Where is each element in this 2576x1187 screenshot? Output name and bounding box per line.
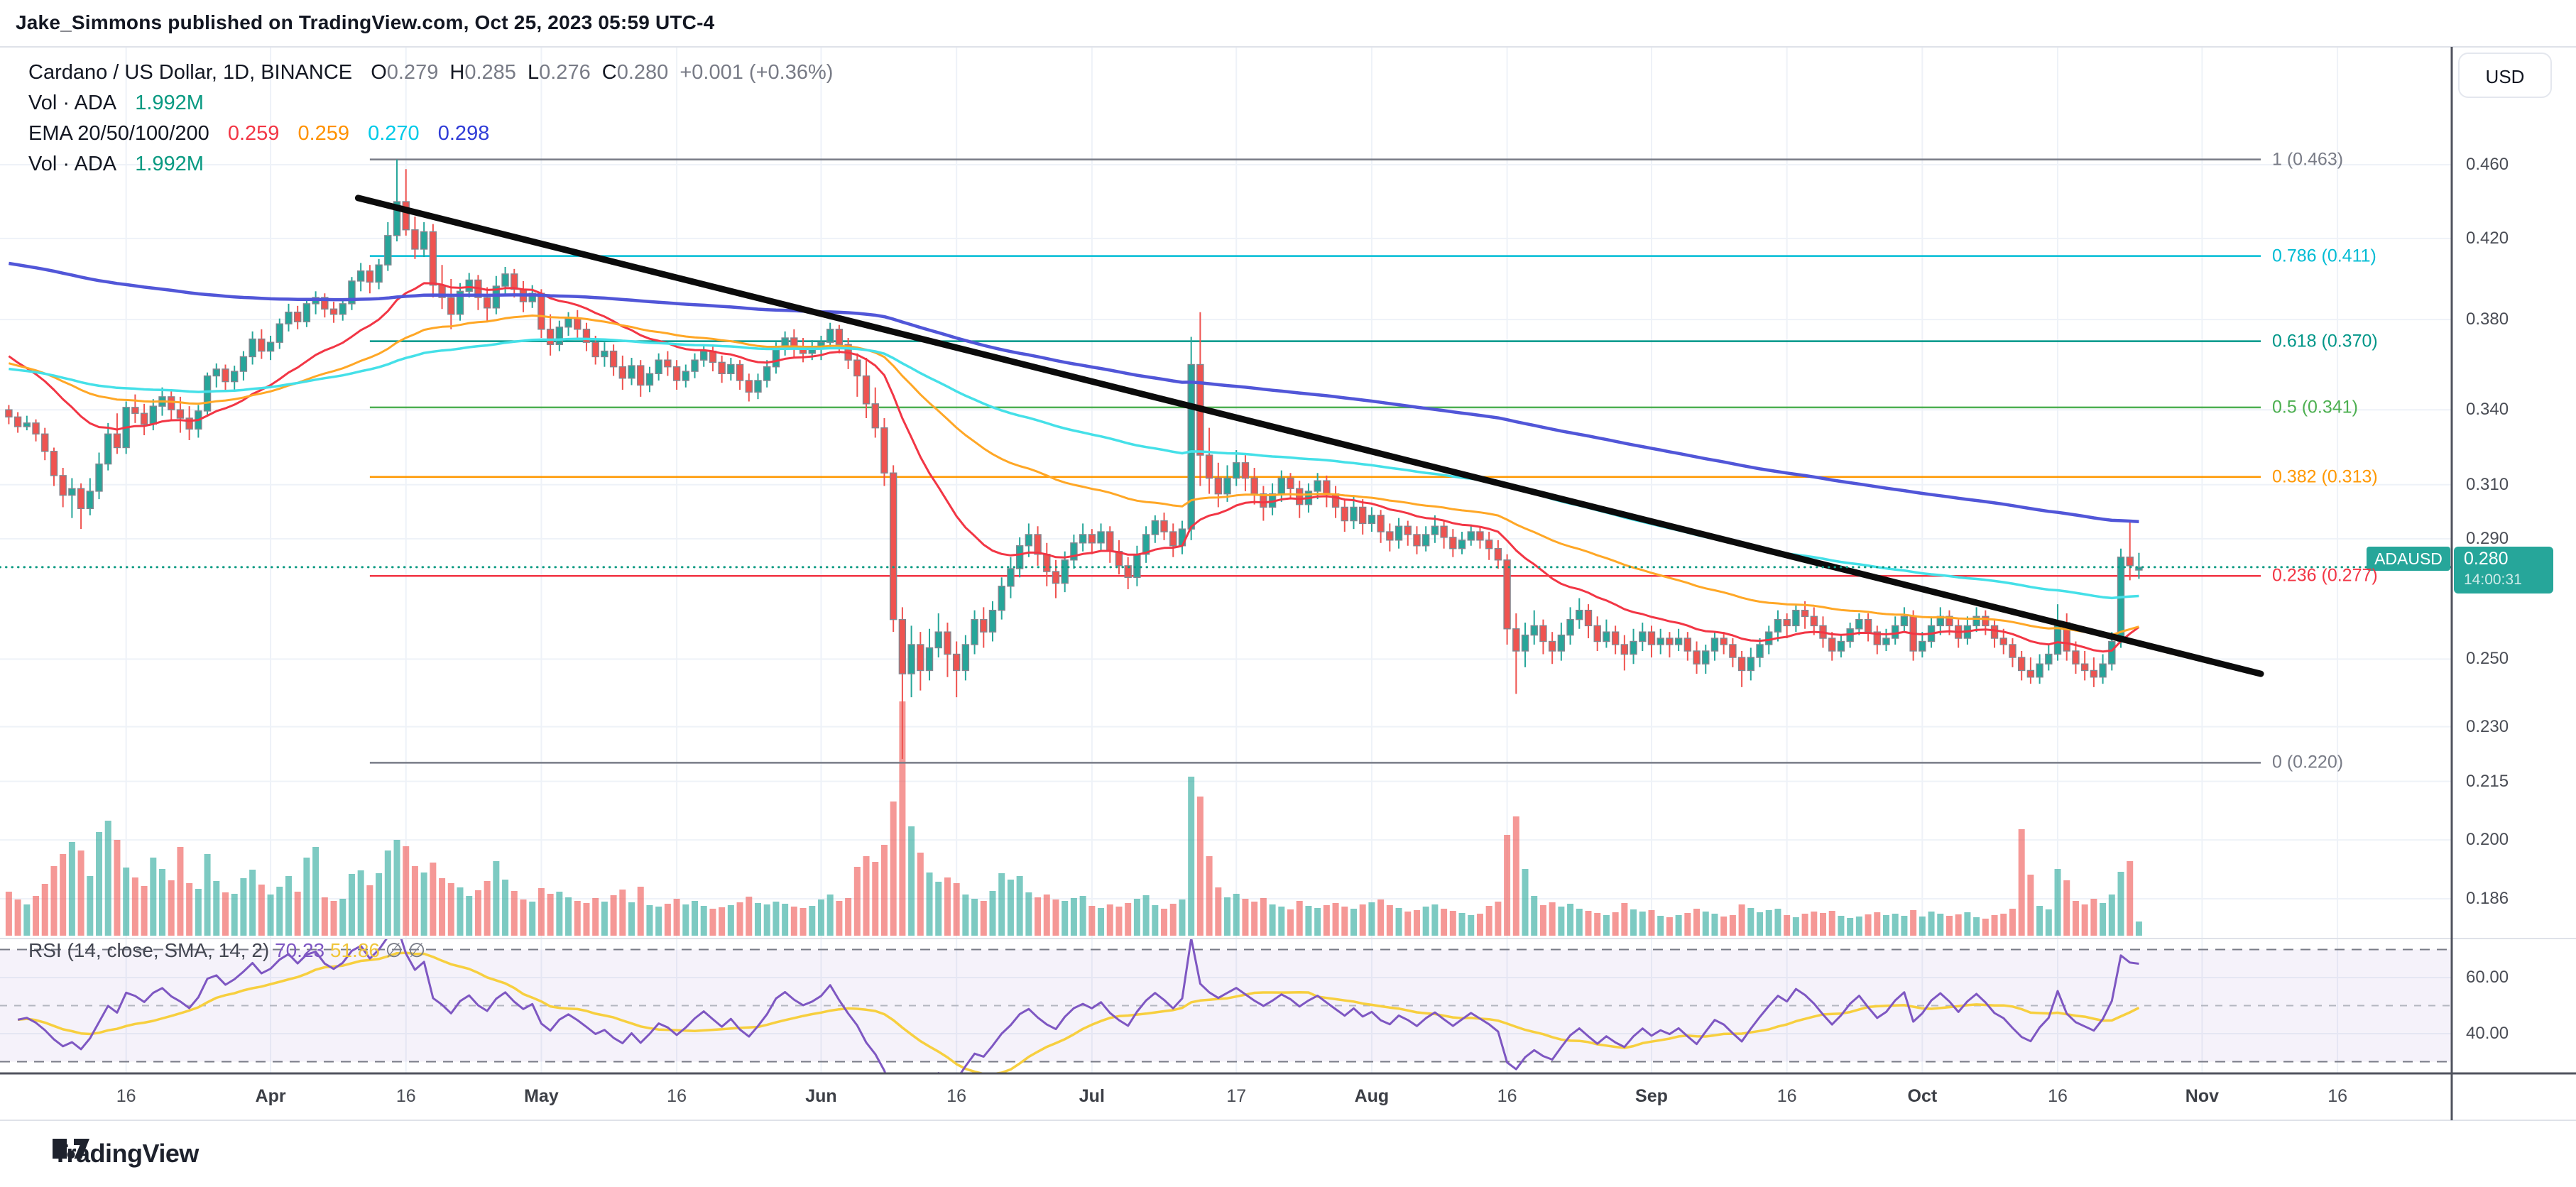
ema-legend-row[interactable]: EMA 20/50/100/200 0.259 0.259 0.270 0.29… xyxy=(28,121,489,146)
time-tick-Sep: Sep xyxy=(1635,1086,1668,1106)
fib-retracement xyxy=(369,158,2261,764)
rsi-tick-60.00: 60.00 xyxy=(2466,968,2509,987)
time-tick-16: 16 xyxy=(2048,1086,2068,1106)
price-tick-0.250: 0.250 xyxy=(2466,649,2509,669)
bar-countdown: 14:00:31 xyxy=(2464,571,2522,588)
rsi-pane xyxy=(0,939,2452,1073)
time-tick-Nov: Nov xyxy=(2185,1086,2220,1106)
ohlc-high-value: 0.285 xyxy=(464,61,516,84)
time-tick-16: 16 xyxy=(946,1086,967,1106)
currency-usd-button[interactable]: USD xyxy=(2458,53,2552,98)
ema50-value: 0.259 xyxy=(298,122,350,145)
price-tick-0.290: 0.290 xyxy=(2466,528,2509,548)
volume2-label: Vol · ADA xyxy=(28,153,117,175)
ohlc-open-value: 0.279 xyxy=(386,61,439,84)
time-tick-16: 16 xyxy=(1497,1086,1517,1106)
time-tick-Oct: Oct xyxy=(1907,1086,1938,1106)
volume2-value: 1.992M xyxy=(135,153,204,175)
change-value: +0.001 (+0.36%) xyxy=(680,61,834,84)
volume-legend-row[interactable]: Vol · ADA 1.992M xyxy=(28,90,204,116)
ohlc-high-label: H xyxy=(449,61,465,84)
ohlc-low-value: 0.276 xyxy=(539,61,591,84)
ohlc-low-label: L xyxy=(527,61,540,84)
ema-label: EMA 20/50/100/200 xyxy=(28,122,209,145)
time-tick-Jun: Jun xyxy=(805,1086,837,1106)
tradingview-logo-icon xyxy=(53,1139,89,1159)
byline: Jake_Simmons published on TradingView.co… xyxy=(16,11,715,33)
fib-label-0: 0 (0.220) xyxy=(2272,752,2344,772)
time-tick-17: 17 xyxy=(1226,1086,1247,1106)
pane-separators xyxy=(0,46,2576,1121)
ohlc-close-label: C xyxy=(601,61,617,84)
fib-label-1: 1 (0.463) xyxy=(2272,149,2344,170)
last-price-badge: 0.280 14:00:31 xyxy=(2454,547,2553,594)
fib-label-0.5: 0.5 (0.341) xyxy=(2272,397,2358,417)
time-tick-16: 16 xyxy=(1777,1086,1797,1106)
time-tick-16: 16 xyxy=(667,1086,687,1106)
volume-label: Vol · ADA xyxy=(28,92,117,114)
symbol-legend-row[interactable]: Cardano / US Dollar, 1D, BINANCE O0.279 … xyxy=(28,60,833,85)
time-tick-16: 16 xyxy=(395,1086,416,1106)
time-tick-Aug: Aug xyxy=(1354,1086,1390,1106)
symbol-title: Cardano / US Dollar, 1D, BINANCE xyxy=(28,61,353,84)
fib-label-0.786: 0.786 (0.411) xyxy=(2272,246,2376,266)
rsi-value: 70.23 xyxy=(275,939,325,961)
time-tick-Jul: Jul xyxy=(1079,1086,1105,1106)
volume-bars xyxy=(5,701,2142,936)
ema200-value: 0.298 xyxy=(437,122,490,145)
price-tick-0.460: 0.460 xyxy=(2466,155,2509,174)
rsi-band-value-1: ∅ xyxy=(385,939,403,961)
volume-legend-row-2[interactable]: Vol · ADA 1.992M xyxy=(28,151,204,177)
fib-label-0.382: 0.382 (0.313) xyxy=(2272,466,2378,487)
price-tick-0.186: 0.186 xyxy=(2466,889,2509,909)
fib-label-0.236: 0.236 (0.277) xyxy=(2272,565,2378,586)
ohlc-open-label: O xyxy=(371,61,387,84)
price-tick-0.380: 0.380 xyxy=(2466,310,2509,329)
volume-value: 1.992M xyxy=(135,92,204,114)
rsi-sma-value: 51.86 xyxy=(329,939,380,961)
time-tick-May: May xyxy=(524,1086,559,1106)
ema-lines xyxy=(8,261,2140,653)
rsi-legend-row[interactable]: RSI (14, close, SMA, 14, 2) 70.23 51.86 … xyxy=(28,939,425,963)
tradingview-logo[interactable]: TradingView xyxy=(53,1139,199,1169)
time-tick-16: 16 xyxy=(116,1086,136,1106)
rsi-band-value-2: ∅ xyxy=(408,939,426,961)
price-tick-0.420: 0.420 xyxy=(2466,228,2509,248)
symbol-price-tag: ADAUSD xyxy=(2367,547,2450,571)
ema100-value: 0.270 xyxy=(368,122,420,145)
candlesticks xyxy=(5,159,2143,760)
rsi-tick-40.00: 40.00 xyxy=(2466,1024,2509,1043)
last-price-value: 0.280 xyxy=(2464,549,2509,569)
ema20-value: 0.259 xyxy=(227,122,280,145)
time-tick-Apr: Apr xyxy=(255,1086,286,1106)
price-tick-0.215: 0.215 xyxy=(2466,771,2509,791)
price-tick-0.230: 0.230 xyxy=(2466,716,2509,736)
price-tick-0.310: 0.310 xyxy=(2466,474,2509,494)
price-tick-0.200: 0.200 xyxy=(2466,830,2509,850)
time-tick-16: 16 xyxy=(2327,1086,2347,1106)
ohlc-close-value: 0.280 xyxy=(616,61,669,84)
price-tick-0.340: 0.340 xyxy=(2466,400,2509,420)
rsi-title: RSI (14, close, SMA, 14, 2) xyxy=(28,939,270,961)
fib-label-0.618: 0.618 (0.370) xyxy=(2272,331,2378,351)
descending-trendline xyxy=(354,195,2264,677)
